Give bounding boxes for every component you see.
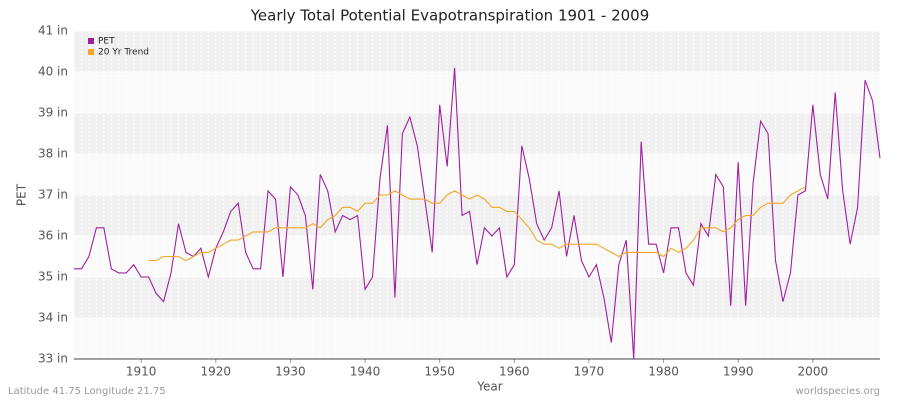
y-tick-label: 36 in: [38, 229, 68, 243]
series-line: [74, 67, 881, 360]
x-tick-label: 1930: [275, 365, 306, 379]
x-tick-label: 1980: [648, 365, 679, 379]
footer-left: Latitude 41.75 Longitude 21.75: [8, 386, 166, 397]
y-tick-label: 37 in: [38, 188, 68, 202]
x-axis-label: Year: [476, 380, 502, 394]
y-axis-label: PET: [15, 183, 29, 206]
y-tick-label: 40 in: [38, 65, 68, 79]
y-tick-label: 39 in: [38, 106, 68, 120]
series-line: [148, 186, 806, 262]
y-tick-label: 38 in: [38, 147, 68, 161]
x-tick-label: 1950: [424, 365, 455, 379]
x-tick-label: 1920: [201, 365, 232, 379]
x-tick-label: 1960: [499, 365, 530, 379]
x-tick-label: 1970: [574, 365, 605, 379]
x-tick-label: 2000: [798, 365, 829, 379]
legend-label: PET: [98, 37, 115, 47]
chart-title: Yearly Total Potential Evapotranspiratio…: [250, 7, 650, 25]
y-tick-label: 35 in: [38, 270, 68, 284]
legend-swatch: [88, 38, 94, 44]
legend-swatch: [88, 49, 94, 55]
y-tick-label: 33 in: [38, 352, 68, 366]
x-tick-label: 1910: [126, 365, 157, 379]
footer-right: worldspecies.org: [796, 386, 880, 397]
y-tick-label: 41 in: [38, 24, 68, 38]
x-tick-label: 1990: [723, 365, 754, 379]
x-tick-label: 1940: [350, 365, 381, 379]
legend-label: 20 Yr Trend: [98, 48, 149, 58]
y-tick-label: 34 in: [38, 311, 68, 325]
